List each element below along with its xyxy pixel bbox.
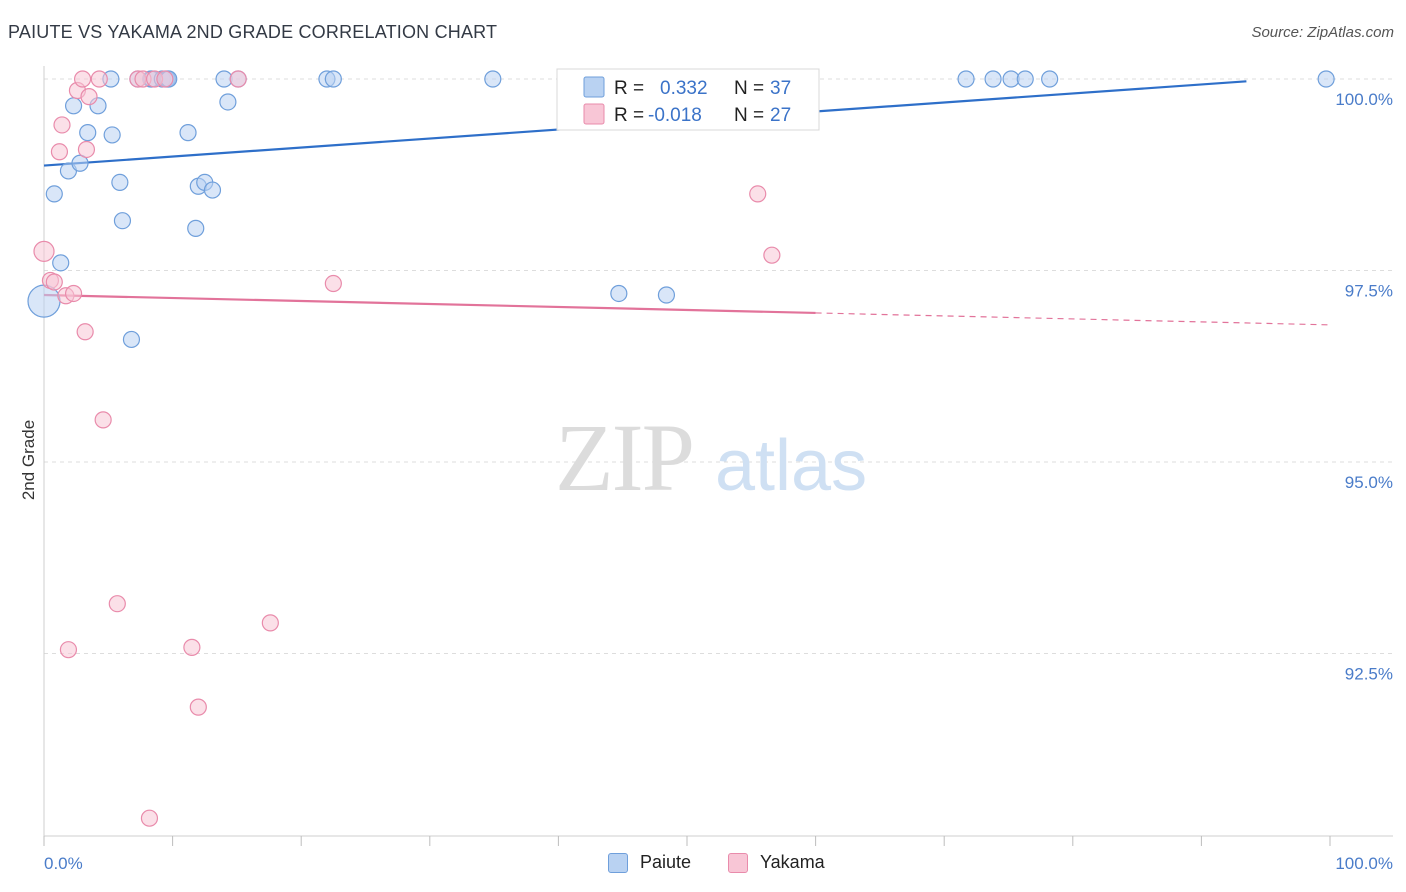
point-paiute [957,70,975,88]
point-paiute [1016,70,1034,88]
point-paiute [219,93,237,111]
legend-label-paiute: Paiute [640,852,692,872]
watermark-zip: ZIP [555,404,693,511]
x-tick-label: 0.0% [44,854,83,873]
point-yakama [183,638,201,656]
point-paiute [79,124,97,142]
legend-swatch-yakama [583,103,605,125]
point-yakama [229,70,247,88]
point-paiute [71,154,89,172]
point-yakama [763,246,781,264]
y-tick-label: 97.5% [1345,282,1393,301]
legend-item-paiute: Paiute [608,852,691,873]
legend-swatch-paiute [608,852,628,873]
trend-line-yakama [43,293,816,315]
point-paiute [657,286,676,304]
point-yakama [64,284,83,303]
point-paiute [122,330,141,349]
source-label: Source: ZipAtlas.com [1251,24,1394,41]
point-yakama [59,641,78,659]
trend-line-yakama-extension [815,312,1331,326]
point-yakama [80,88,98,106]
chart-title: PAIUTE VS YAKAMA 2ND GRADE CORRELATION C… [8,22,498,42]
scatter-points [27,70,1335,827]
point-yakama [45,273,63,291]
point-paiute [64,97,83,115]
legend-n-value: 27 [770,105,791,126]
point-paiute [610,284,628,303]
point-paiute [984,70,1002,88]
grid-lines [44,78,1392,654]
point-paiute [1041,70,1059,88]
legend-r-value: 0.332 [660,78,708,99]
point-paiute [324,70,342,88]
point-paiute [45,185,63,203]
point-yakama [53,116,71,134]
point-paiute [179,124,197,142]
point-paiute [484,70,502,88]
legend-n-value: 37 [770,78,791,99]
point-yakama [90,70,108,88]
point-yakama [73,70,92,88]
point-paiute [203,181,222,199]
point-yakama [50,143,69,161]
x-tick-label: 100.0% [1335,854,1393,873]
legend-r-label: R = [614,105,644,126]
point-yakama [749,185,767,203]
legend-swatch-paiute [583,76,605,98]
y-tick-label: 92.5% [1345,665,1393,684]
watermark-atlas: atlas [715,426,867,506]
x-tick-labels: 0.0% 100.0% [44,854,1393,873]
legend-label-yakama: Yakama [760,852,825,872]
point-yakama [189,698,207,716]
y-axis-label: 2nd Grade [19,420,38,500]
legend-n-label: N = [734,105,764,126]
point-yakama [77,140,96,159]
y-tick-label: 95.0% [1345,473,1393,492]
stats-legend: R = 0.332 N = 37 R = -0.018 N = 27 [556,68,820,131]
point-paiute [111,173,129,192]
point-paiute [187,219,205,237]
point-yakama [33,240,55,262]
y-tick-labels: 100.0% 97.5% 95.0% 92.5% [1335,90,1393,684]
point-paiute [52,254,70,272]
legend-swatch-yakama [728,852,748,873]
y-tick-label: 100.0% [1335,90,1393,109]
point-yakama [324,274,342,293]
point-yakama [76,323,94,341]
point-paiute [1317,70,1335,88]
point-yakama [156,70,174,88]
legend-r-label: R = [614,78,644,99]
point-yakama [140,809,159,827]
legend-item-yakama: Yakama [728,852,825,873]
point-yakama [261,614,279,632]
watermark: ZIP atlas [555,404,867,511]
point-paiute [103,126,121,144]
point-yakama [108,595,126,613]
legend-n-label: N = [734,78,764,99]
legend-r-value: -0.018 [648,105,702,126]
bottom-legend: Paiute Yakama [0,852,1406,878]
point-paiute [113,212,132,230]
axes [43,66,1393,846]
point-yakama [94,411,112,429]
